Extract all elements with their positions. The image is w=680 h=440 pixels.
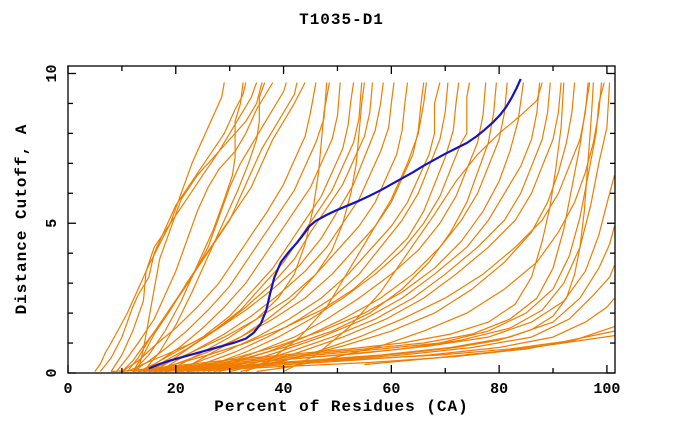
y-axis-label: Distance Cutoff, A — [13, 123, 31, 315]
model-curve — [164, 82, 524, 373]
model-curve — [148, 82, 460, 373]
model-curve — [175, 82, 365, 373]
plot-title: T1035-D1 — [299, 11, 384, 29]
model-curve — [186, 326, 615, 373]
model-curve — [138, 82, 605, 373]
model-curve — [132, 82, 306, 372]
x-tick-label: 80 — [490, 381, 508, 398]
model-curves-group — [94, 78, 615, 373]
model-curve — [121, 82, 317, 373]
x-tick-label: 0 — [63, 381, 72, 398]
model-curve — [256, 82, 603, 373]
y-tick-label: 5 — [44, 219, 61, 228]
model-curve — [137, 82, 263, 372]
model-curve — [143, 82, 341, 373]
model-curve — [229, 82, 562, 373]
model-curve — [186, 82, 471, 373]
y-tick-label: 0 — [44, 368, 61, 377]
model-curve — [137, 82, 355, 373]
model-curve — [213, 82, 576, 373]
model-curve — [132, 82, 328, 373]
plot-frame — [67, 65, 616, 374]
x-axis-label: Percent of Residues (CA) — [214, 398, 469, 416]
model-curve — [175, 82, 449, 373]
model-curve — [110, 82, 258, 372]
model-curve — [148, 175, 615, 373]
model-curve — [159, 82, 395, 373]
y-tick-label: 10 — [44, 64, 61, 82]
model-curve — [132, 82, 244, 372]
x-tick-label: 100 — [593, 381, 620, 398]
highlighted-model-curve — [148, 78, 522, 370]
model-curve — [111, 330, 615, 373]
model-curve — [283, 82, 543, 373]
x-tick-label: 20 — [167, 381, 185, 398]
model-curve — [218, 82, 551, 373]
model-curve — [116, 82, 274, 372]
x-tick-label: 60 — [382, 381, 400, 398]
model-curve — [202, 82, 508, 373]
model-curve — [99, 82, 247, 372]
model-curve — [127, 82, 384, 373]
model-curve — [143, 82, 409, 373]
model-curve — [175, 297, 615, 373]
model-curve — [364, 335, 615, 366]
x-tick-label: 40 — [275, 381, 293, 398]
model-curve — [181, 82, 497, 373]
model-curve — [245, 82, 427, 373]
model-curve — [94, 82, 225, 372]
model-curve — [159, 82, 594, 373]
model-curve — [197, 82, 487, 373]
model-curve — [207, 82, 541, 373]
model-curve — [142, 82, 266, 372]
model-curve — [153, 82, 374, 373]
model-curve — [121, 82, 565, 373]
model-curve — [154, 82, 425, 373]
model-curve — [132, 82, 591, 373]
